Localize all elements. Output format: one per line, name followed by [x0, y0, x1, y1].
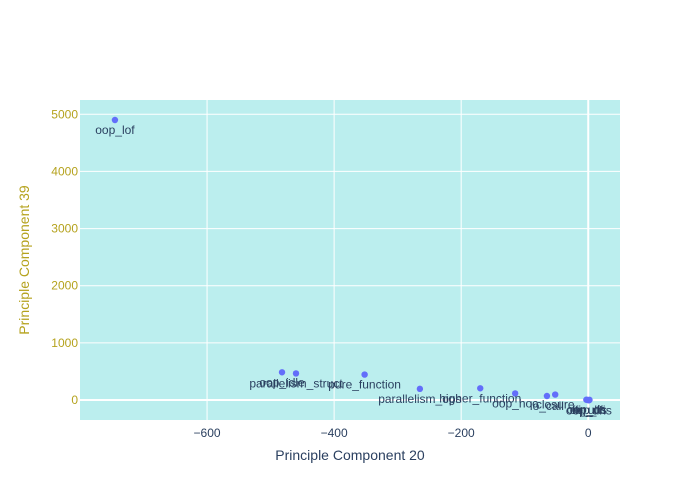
point-label: parallelism_struct: [249, 376, 343, 390]
x-tick-label: −200: [448, 426, 475, 440]
x-tick-label: 0: [585, 426, 592, 440]
data-point: [543, 392, 551, 400]
y-tick-label: 4000: [51, 164, 78, 178]
point-label: ffi_uhs: [572, 403, 607, 417]
point-label: oop_ffi: [570, 403, 606, 417]
data-point: [586, 396, 593, 404]
y-tick-label: 0: [71, 393, 78, 407]
point-label: oop_hoc: [492, 396, 538, 410]
point-labels: oop_lof oop_idleparallelism_structpure_fu…: [95, 123, 612, 417]
point-label: parallelism_ops: [378, 392, 461, 406]
point-label: oop_ds: [567, 403, 606, 417]
data-point: [416, 385, 424, 393]
x-tick-label: −400: [321, 426, 348, 440]
point-label: higher_function: [439, 391, 521, 405]
point-label: closure: [536, 398, 575, 412]
data-point: [511, 390, 519, 397]
y-tick-label: 5000: [51, 107, 78, 121]
plot-background: [80, 100, 620, 420]
x-axis-title: Principle Component 20: [275, 447, 425, 463]
data-point: [361, 371, 368, 378]
point-label: pure_function: [328, 378, 401, 392]
y-tick-label: 2000: [51, 279, 78, 293]
tick-labels: −600 −400 −200 0 0 1000 2000 3000 4000 5000: [51, 107, 592, 440]
point-label: oop_idle: [259, 375, 305, 389]
data-point: [111, 116, 119, 124]
point-label: oop_uhs: [566, 403, 612, 417]
data-point: [292, 370, 300, 377]
point-label: io_call: [530, 399, 564, 413]
grid-lines: [80, 100, 620, 420]
y-tick-label: 3000: [51, 222, 78, 236]
data-point: [477, 385, 484, 392]
x-tick-label: −600: [194, 426, 221, 440]
data-point: [552, 391, 559, 398]
data-points: [111, 116, 593, 404]
y-axis-title: Principle Component 39: [16, 185, 32, 335]
point-label: oop_lof: [95, 123, 135, 137]
y-tick-label: 1000: [51, 336, 78, 350]
data-point: [278, 369, 286, 376]
